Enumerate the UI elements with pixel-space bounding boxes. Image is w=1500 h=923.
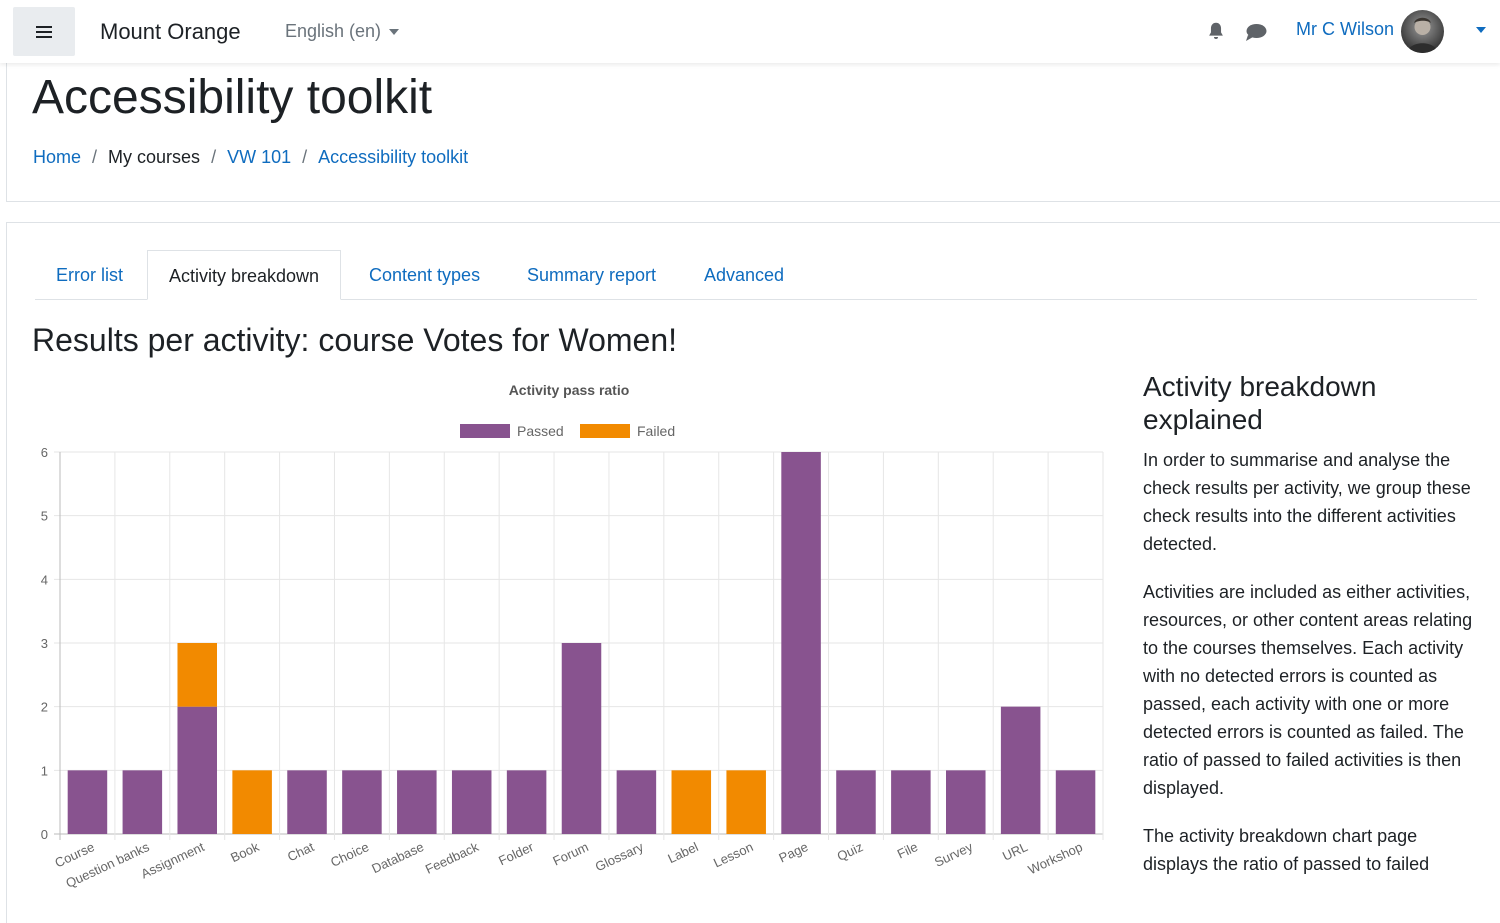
side-panel-paragraph: In order to summarise and analyse the ch… <box>1143 450 1471 554</box>
bar-passed <box>781 452 821 834</box>
breadcrumb: Home / My courses / VW 101 / Accessibility too… <box>33 147 468 168</box>
legend-swatch-failed <box>580 424 630 438</box>
x-tick-label: Forum <box>550 839 590 868</box>
y-tick-label: 5 <box>41 509 48 524</box>
side-panel-paragraph: Activities are included as either activi… <box>1143 582 1473 798</box>
section-title: Results per activity: course Votes for W… <box>32 322 677 358</box>
x-tick-label: Assignment <box>139 839 207 881</box>
bar-passed <box>122 770 163 834</box>
x-tick-label: Choice <box>328 839 371 870</box>
bar-passed <box>946 770 986 834</box>
page-title: Accessibility toolkit <box>32 71 433 124</box>
user-menu-chevron-icon[interactable] <box>1476 27 1486 33</box>
avatar-image <box>1407 17 1438 53</box>
x-tick-label: Page <box>776 839 810 865</box>
y-tick-label: 3 <box>41 636 48 651</box>
legend-label-failed: Failed <box>637 423 675 439</box>
drawer-toggle-button[interactable] <box>13 7 75 56</box>
chart-title: Activity pass ratio <box>509 382 630 398</box>
language-label: English (en) <box>285 21 382 41</box>
legend-label-passed: Passed <box>517 423 564 439</box>
bar-passed <box>836 770 876 834</box>
bar-passed <box>1000 706 1041 834</box>
bar-passed <box>1055 770 1096 834</box>
bar-passed <box>177 706 217 834</box>
x-tick-label: Book <box>228 839 262 865</box>
x-tick-label: Lesson <box>711 839 755 870</box>
x-tick-label: Workshop <box>1026 839 1085 877</box>
breadcrumb-course[interactable]: VW 101 <box>227 147 292 167</box>
x-tick-label: File <box>895 839 920 861</box>
side-panel: Activity breakdown explained In order to… <box>1143 370 1483 898</box>
bar-passed <box>891 770 931 834</box>
breadcrumb-separator: / <box>302 147 308 167</box>
breadcrumb-separator: / <box>92 147 98 167</box>
x-tick-label: Survey <box>932 839 975 870</box>
legend-swatch-passed <box>460 424 510 438</box>
user-menu-name[interactable]: Mr C Wilson <box>1296 19 1394 39</box>
x-tick-label: Feedback <box>423 839 482 877</box>
x-tick-label: Chat <box>285 839 317 864</box>
bar-passed <box>67 770 108 834</box>
tab-activity-breakdown[interactable]: Activity breakdown <box>147 250 342 300</box>
x-tick-label: Quiz <box>835 839 866 864</box>
x-tick-label: Glossary <box>593 839 646 874</box>
tab-summary-report[interactable]: Summary report <box>527 265 657 285</box>
x-tick-label: Database <box>369 839 426 876</box>
bar-passed <box>287 770 327 834</box>
page-header <box>6 63 1500 202</box>
y-tick-label: 2 <box>41 700 48 715</box>
bar-failed <box>671 770 712 834</box>
bar-failed <box>726 770 766 834</box>
x-tick-label: Label <box>665 839 700 866</box>
breadcrumb-current[interactable]: Accessibility toolkit <box>318 147 469 167</box>
tab-advanced[interactable]: Advanced <box>704 265 785 285</box>
chevron-down-icon <box>389 29 400 36</box>
tab-content-types[interactable]: Content types <box>369 265 481 285</box>
language-menu[interactable]: English (en) <box>285 21 400 42</box>
bar-passed <box>506 770 547 834</box>
breadcrumb-my-courses: My courses <box>108 147 201 167</box>
bar-failed <box>232 770 272 834</box>
x-tick-label: URL <box>1000 839 1030 864</box>
hamburger-icon <box>36 25 52 39</box>
y-tick-label: 4 <box>41 572 48 587</box>
y-tick-label: 0 <box>41 827 48 842</box>
navbar: Mount Orange English (en) Mr C Wilson <box>0 0 1500 63</box>
x-tick-label: Folder <box>496 839 536 868</box>
bar-passed <box>397 770 437 834</box>
tab-error-list[interactable]: Error list <box>56 265 123 285</box>
main-content-card <box>6 222 1500 923</box>
avatar[interactable] <box>1401 10 1444 53</box>
report-tabs: Error list Activity breakdown Content ty… <box>35 250 1477 300</box>
bar-passed <box>342 770 382 834</box>
side-panel-title: Activity breakdown explained <box>1143 371 1377 435</box>
y-tick-label: 1 <box>41 763 48 778</box>
y-tick-label: 6 <box>41 445 48 460</box>
bell-icon[interactable] <box>1205 20 1227 42</box>
site-name[interactable]: Mount Orange <box>100 19 241 44</box>
breadcrumb-home[interactable]: Home <box>33 147 82 167</box>
bar-failed <box>177 643 217 707</box>
breadcrumb-separator: / <box>211 147 217 167</box>
bar-passed <box>561 643 602 834</box>
side-panel-paragraph: The activity breakdown chart page displa… <box>1143 826 1430 874</box>
chat-icon[interactable] <box>1244 21 1268 43</box>
bar-passed <box>451 770 492 834</box>
bar-passed <box>616 770 657 834</box>
